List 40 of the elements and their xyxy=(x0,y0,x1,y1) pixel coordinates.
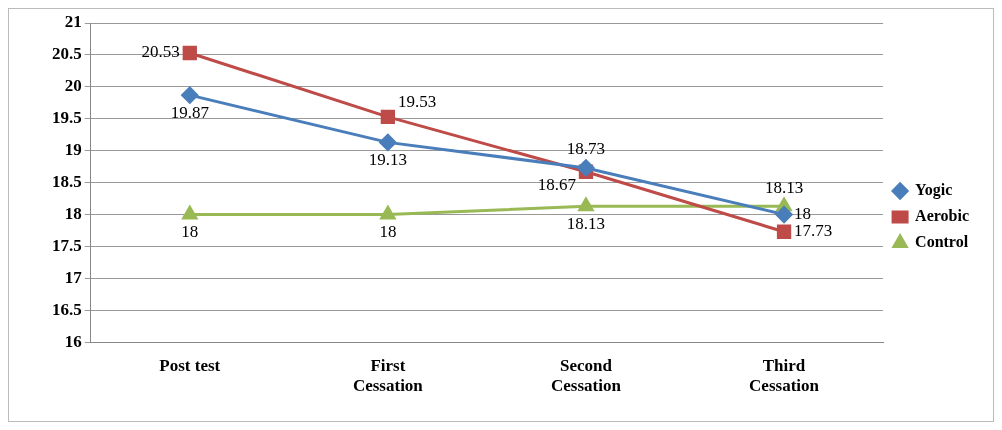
point xyxy=(578,197,594,212)
point xyxy=(776,224,792,239)
data-label: 18.73 xyxy=(566,139,606,159)
data-label: 19.87 xyxy=(170,102,210,122)
y-tick-label: 16.5 xyxy=(52,299,82,319)
y-tick-label: 17 xyxy=(64,267,83,287)
legend-label: Control xyxy=(915,233,969,251)
y-tick-label: 20.5 xyxy=(52,44,82,64)
legend-label: Aerobic xyxy=(915,207,970,225)
data-label: 18.13 xyxy=(764,177,804,197)
data-label: 18.13 xyxy=(566,213,606,233)
data-label: 18 xyxy=(379,221,397,241)
y-tick-label: 18.5 xyxy=(52,171,82,191)
point xyxy=(577,159,595,177)
data-label: 18.67 xyxy=(537,175,577,195)
point xyxy=(379,133,397,151)
point xyxy=(380,109,396,124)
point xyxy=(775,206,793,224)
data-label: 18 xyxy=(181,221,199,241)
legend-label: Yogic xyxy=(915,181,953,200)
x-tick-label: Third Cessation xyxy=(749,355,820,396)
point xyxy=(181,86,199,104)
data-label: 17.73 xyxy=(794,221,833,241)
y-tick-label: 19 xyxy=(64,140,82,160)
x-tick-label: Second Cessation xyxy=(551,355,622,396)
x-tick-label: First Cessation xyxy=(352,355,424,396)
data-label: 19.53 xyxy=(397,92,437,112)
point xyxy=(380,206,396,220)
point xyxy=(182,206,198,220)
y-tick-label: 19.5 xyxy=(52,108,82,128)
data-label: 18 xyxy=(794,203,812,223)
data-label: 19.13 xyxy=(368,149,407,169)
data-label: 20.53 xyxy=(141,42,180,62)
y-tick-label: 18 xyxy=(64,203,82,223)
y-tick-label: 20 xyxy=(64,76,82,96)
x-tick-label: Post test xyxy=(159,355,221,375)
y-tick-label: 16 xyxy=(64,331,82,351)
point xyxy=(182,45,197,61)
y-tick-label: 17.5 xyxy=(52,235,82,255)
y-tick-label: 21 xyxy=(64,12,82,32)
